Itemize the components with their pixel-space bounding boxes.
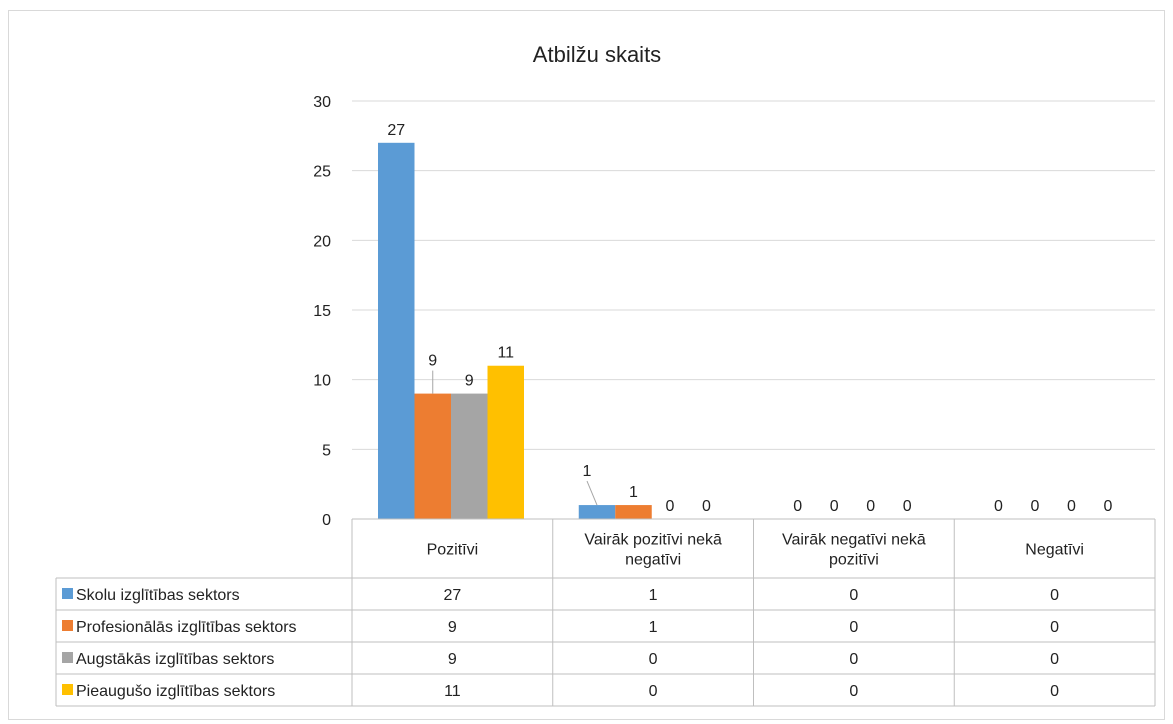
y-tick-label: 20	[313, 233, 331, 250]
table-cell: 0	[649, 683, 658, 700]
data-label: 11	[497, 345, 514, 362]
data-label: 0	[1031, 498, 1040, 515]
chart-frame	[8, 10, 1165, 720]
bar	[615, 505, 652, 519]
legend-key	[62, 684, 73, 695]
category-label: Pozitīvi	[427, 542, 479, 559]
chart-title: Atbilžu skaits	[533, 42, 661, 67]
category-label: Vairāk negatīvi nekā	[782, 532, 926, 549]
y-tick-label: 5	[322, 442, 331, 459]
table-cell: 0	[849, 587, 858, 604]
series-name: Augstākās izglītības sektors	[76, 651, 274, 668]
bar	[578, 505, 616, 519]
data-label: 1	[583, 463, 592, 480]
bar	[451, 393, 488, 519]
data-label: 0	[903, 498, 912, 515]
bars	[378, 142, 652, 520]
y-axis-ticks: 0 5 10 15 20 25 30	[313, 94, 331, 529]
table-cell: 11	[444, 683, 461, 700]
leader-line	[586, 480, 598, 506]
data-label: 1	[629, 484, 638, 501]
category-label: negatīvi	[625, 552, 681, 569]
y-tick-label: 10	[313, 373, 331, 390]
y-tick-label: 15	[313, 303, 331, 320]
series-name: Profesionālās izglītības sektors	[76, 619, 297, 636]
bar	[414, 393, 451, 519]
data-label: 9	[465, 373, 474, 390]
data-label: 0	[866, 498, 875, 515]
category-label: pozitīvi	[829, 552, 879, 569]
table-cell: 0	[1050, 683, 1059, 700]
data-table: Pozitīvi Vairāk pozitīvi nekā negatīvi Vair…	[55, 518, 1156, 707]
data-label: 0	[830, 498, 839, 515]
table-cell: 0	[849, 619, 858, 636]
data-labels: 27 1 0 0 9 1 0 0 9 0 0 0 11 0 0 0	[387, 122, 1112, 515]
legend-key	[62, 620, 73, 631]
bar	[487, 365, 524, 519]
data-label: 0	[702, 498, 711, 515]
y-tick-label: 25	[313, 164, 331, 181]
series-name: Pieaugušo izglītības sektors	[76, 683, 275, 700]
table-cell: 0	[1050, 587, 1059, 604]
series-name: Skolu izglītības sektors	[76, 587, 240, 604]
data-label: 0	[666, 498, 675, 515]
data-label: 0	[1104, 498, 1113, 515]
data-label: 27	[387, 122, 405, 139]
table-cell: 27	[443, 587, 461, 604]
table-cell: 0	[649, 651, 658, 668]
table-cell: 1	[649, 619, 658, 636]
category-label: Vairāk pozitīvi nekā	[584, 532, 722, 549]
data-label: 0	[1067, 498, 1076, 515]
y-tick-label: 0	[322, 512, 331, 529]
table-cell: 0	[849, 683, 858, 700]
data-label: 9	[428, 353, 437, 370]
legend-key	[62, 652, 73, 663]
bar	[378, 142, 415, 520]
table-cell: 9	[448, 619, 457, 636]
table-cell: 0	[1050, 651, 1059, 668]
data-label: 0	[994, 498, 1003, 515]
table-cell: 0	[1050, 619, 1059, 636]
table-cell: 1	[649, 587, 658, 604]
data-label: 0	[793, 498, 802, 515]
table-cell: 0	[849, 651, 858, 668]
table-cell: 9	[448, 651, 457, 668]
legend-key	[62, 588, 73, 599]
category-label: Negatīvi	[1025, 542, 1084, 559]
y-tick-label: 30	[313, 94, 331, 111]
